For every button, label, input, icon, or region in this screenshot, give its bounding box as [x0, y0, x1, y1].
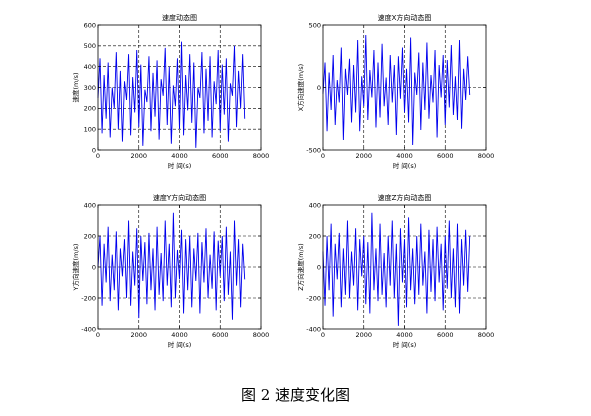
series-line-1 [97, 212, 246, 320]
y-tick-label: -400 [81, 325, 96, 333]
y-tick-label: 200 [84, 105, 96, 113]
x-tick-label: 8000 [478, 152, 495, 160]
x-tick-label: 6000 [212, 152, 229, 160]
x-tick-label: 8000 [478, 331, 495, 339]
y-tick-label: 0 [92, 146, 96, 154]
x-tick-label: 0 [321, 331, 325, 339]
chart-title: 速度动态图 [162, 13, 197, 22]
y-tick-label: 500 [309, 21, 321, 29]
x-tick-label: 0 [321, 152, 325, 160]
y-tick-label: 0 [317, 263, 321, 271]
x-tick-label: 4000 [171, 331, 188, 339]
y-tick-label: 400 [84, 201, 96, 209]
chart-title: 速度X方向动态图 [378, 13, 432, 22]
figure-caption: 图 2 速度变化图 [240, 386, 351, 404]
x-tick-label: 2000 [355, 152, 372, 160]
y-tick-label: 500 [84, 42, 96, 50]
y-tick-label: -500 [306, 146, 321, 154]
x-tick-label: 4000 [396, 331, 413, 339]
x-tick-label: 0 [96, 331, 100, 339]
y-axis-label: Y方向速度(m/s) [71, 244, 80, 292]
x-tick-label: 6000 [437, 331, 454, 339]
x-tick-label: 4000 [171, 152, 188, 160]
y-tick-label: 300 [84, 84, 96, 92]
x-tick-label: 2000 [130, 331, 147, 339]
y-tick-label: 400 [84, 63, 96, 71]
x-tick-label: 6000 [212, 331, 229, 339]
x-tick-label: 2000 [130, 152, 147, 160]
y-tick-label: -200 [306, 294, 321, 302]
chart-title: 速度Z方向动态图 [378, 193, 432, 202]
x-tick-label: 8000 [253, 331, 270, 339]
chart-1: 0 2000 4000 6000 8000 0 100 200 300 400 500 600 速度动态… [71, 13, 269, 170]
y-axis-label: X方向速度(m/s) [296, 64, 305, 111]
x-axis-label: 时 间(s) [393, 161, 417, 170]
series-line-1 [97, 41, 246, 148]
x-tick-label: 2000 [355, 331, 372, 339]
chart-title: 速度Y方向动态图 [153, 193, 206, 202]
y-tick-label: 400 [309, 201, 321, 209]
y-tick-label: 0 [92, 263, 96, 271]
y-tick-label: 0 [317, 84, 321, 92]
y-tick-label: -400 [306, 325, 321, 333]
y-tick-label: 600 [84, 21, 96, 29]
y-axis-label: Z方向速度(m/s) [296, 243, 305, 290]
y-tick-label: 100 [84, 125, 96, 133]
y-tick-label: 200 [309, 232, 321, 240]
series-line-1 [322, 212, 471, 326]
chart-3: 0 2000 4000 6000 8000 -400 -200 0 200 400 速度Y方向动态图… [71, 193, 269, 349]
x-axis-label: 时 间(s) [168, 161, 192, 170]
x-axis-label: 时 间(s) [168, 340, 192, 349]
x-tick-label: 4000 [396, 152, 413, 160]
y-axis-label: 速度(m/s) [71, 73, 80, 103]
series-line-1 [322, 34, 471, 146]
y-tick-label: 200 [84, 232, 96, 240]
x-axis-label: 时 间(s) [393, 340, 417, 349]
chart-4: 0 2000 4000 6000 8000 -400 -200 0 200 400 速度Z方向动态图… [296, 193, 494, 349]
y-tick-label: -200 [81, 294, 96, 302]
x-tick-label: 8000 [253, 152, 270, 160]
x-tick-label: 6000 [437, 152, 454, 160]
x-tick-label: 0 [96, 152, 100, 160]
